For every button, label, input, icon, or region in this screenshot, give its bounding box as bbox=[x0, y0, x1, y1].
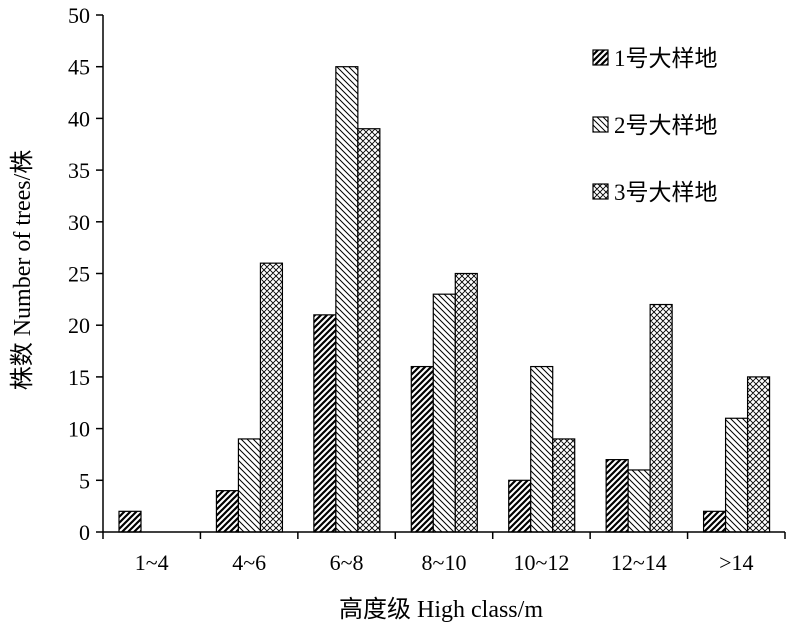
bar bbox=[702, 510, 727, 533]
ticks-layer: 0 5 10 15 20 25 30 35 40 45 50 1~4 4~6 6~8 8~10 10~12 12… bbox=[68, 3, 786, 575]
bar bbox=[724, 417, 749, 533]
bar bbox=[237, 438, 262, 533]
x-tick-label: >14 bbox=[719, 550, 753, 575]
y-tick-label: 5 bbox=[79, 468, 90, 493]
x-tick-label: 4~6 bbox=[232, 550, 266, 575]
bars-layer bbox=[118, 66, 771, 533]
bar bbox=[552, 438, 576, 533]
y-tick-label: 40 bbox=[68, 106, 90, 131]
x-tick-label: 8~10 bbox=[422, 550, 467, 575]
bar bbox=[508, 479, 532, 533]
bar bbox=[432, 293, 456, 533]
legend-swatch bbox=[592, 116, 609, 133]
y-tick-label: 0 bbox=[79, 520, 90, 545]
legend-label: 1号大样地 bbox=[614, 46, 718, 71]
y-tick-label: 15 bbox=[68, 365, 90, 390]
bar bbox=[313, 314, 337, 533]
bar bbox=[335, 66, 359, 533]
legend-label: 3号大样地 bbox=[614, 180, 718, 205]
y-tick-label: 20 bbox=[68, 313, 90, 338]
bar bbox=[410, 365, 434, 533]
y-tick-label: 50 bbox=[68, 3, 90, 28]
y-tick-label: 25 bbox=[68, 262, 90, 287]
legend-swatch bbox=[592, 183, 609, 200]
bar bbox=[215, 490, 240, 533]
x-tick-label: 6~8 bbox=[330, 550, 364, 575]
x-tick-label: 12~14 bbox=[611, 550, 667, 575]
legend-swatch bbox=[592, 49, 609, 66]
bar bbox=[627, 469, 651, 533]
legend-label: 2号大样地 bbox=[614, 113, 718, 138]
x-axis-title: 高度级 High class/m bbox=[339, 596, 543, 623]
y-tick-label: 30 bbox=[68, 210, 90, 235]
bar bbox=[605, 459, 629, 533]
bar bbox=[649, 303, 673, 533]
bar bbox=[357, 128, 381, 533]
bar bbox=[746, 376, 771, 533]
y-axis-title: 株数 Number of trees/株 bbox=[9, 150, 36, 391]
bar bbox=[259, 262, 284, 533]
y-tick-label: 35 bbox=[68, 158, 90, 183]
x-tick-label: 10~12 bbox=[513, 550, 569, 575]
bar bbox=[530, 365, 554, 533]
bar bbox=[454, 272, 478, 533]
bar bbox=[118, 510, 142, 533]
x-tick-label: 1~4 bbox=[135, 550, 169, 575]
y-tick-label: 45 bbox=[68, 55, 90, 80]
legend: 1号大样地 2号大样地 3号大样地 bbox=[592, 46, 718, 205]
y-tick-label: 10 bbox=[68, 417, 90, 442]
